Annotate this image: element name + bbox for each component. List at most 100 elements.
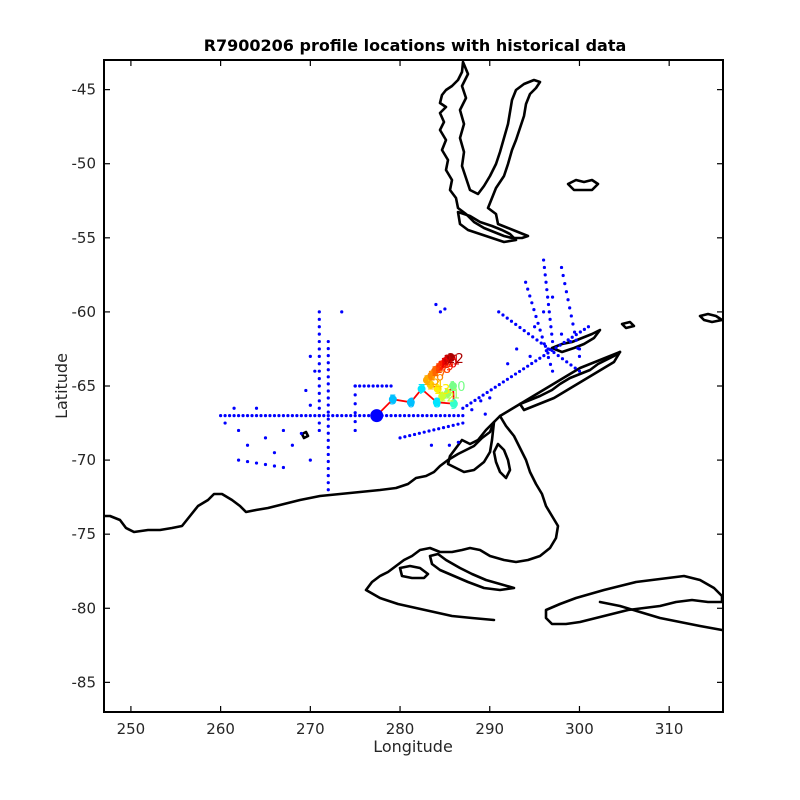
historical-point: [543, 344, 548, 348]
historical-point: [317, 369, 321, 373]
historical-point: [538, 356, 542, 360]
historical-point: [299, 414, 303, 418]
coastline-south-orkney: [620, 320, 636, 330]
historical-point: [326, 382, 330, 386]
historical-point: [437, 427, 441, 431]
historical-point: [577, 369, 582, 373]
historical-point: [380, 384, 384, 388]
historical-point: [447, 443, 451, 447]
historical-point: [526, 332, 531, 336]
y-tick-label: -60: [72, 303, 97, 321]
historical-point: [236, 428, 241, 433]
historical-point: [456, 422, 460, 426]
y-axis-ticks: -45 -50 -55 -60 -65 -70 -75 -80 -85: [72, 81, 723, 691]
profile-label: 5: [389, 393, 397, 408]
historical-point: [550, 295, 555, 299]
historical-point: [308, 414, 312, 418]
historical-point: [344, 414, 348, 418]
profile-marker: [448, 382, 457, 390]
historical-point: [550, 369, 555, 373]
historical-point: [481, 393, 485, 397]
profile-label: 16: [427, 370, 444, 385]
historical-point: [438, 310, 443, 314]
historical-point: [398, 414, 402, 418]
coastline-south-shetlands: [550, 328, 602, 354]
historical-point: [362, 414, 366, 418]
historical-point: [550, 339, 555, 344]
historical-point: [518, 325, 522, 330]
historical-point: [485, 390, 489, 395]
historical-point: [429, 414, 434, 418]
historical-point: [561, 273, 565, 278]
profile-marker: [370, 409, 384, 423]
historical-point: [531, 335, 535, 339]
historical-point: [232, 414, 236, 418]
historical-point: [326, 396, 330, 400]
historical-point: [501, 380, 505, 384]
historical-point: [564, 290, 569, 294]
historical-point: [517, 369, 522, 374]
historical-point: [317, 399, 321, 403]
historical-point: [286, 414, 290, 418]
historical-point: [417, 431, 421, 435]
historical-point: [353, 384, 357, 388]
historical-point: [447, 414, 451, 418]
historical-point: [326, 361, 330, 365]
y-tick-label: -75: [72, 525, 97, 543]
historical-point: [358, 384, 362, 388]
historical-point: [331, 414, 335, 418]
profile-label: 18: [435, 362, 452, 377]
profile-marker: [449, 399, 458, 408]
historical-point: [263, 462, 268, 467]
historical-point: [317, 347, 321, 351]
historical-point: [541, 258, 546, 262]
historical-point: [571, 322, 575, 326]
profile-label: 21: [444, 353, 461, 368]
historical-point: [277, 414, 281, 418]
x-tick-label: 260: [206, 720, 235, 738]
profile-label: 6: [407, 396, 415, 411]
historical-point: [326, 445, 330, 449]
historical-point: [272, 414, 277, 418]
historical-point: [434, 414, 438, 418]
historical-point: [552, 350, 556, 355]
historical-point: [384, 384, 389, 388]
historical-point: [479, 399, 483, 403]
x-tick-label: 290: [475, 720, 504, 738]
historical-point: [526, 364, 530, 368]
historical-point: [420, 414, 425, 418]
historical-points: [219, 258, 591, 492]
historical-point: [219, 414, 223, 418]
historical-point: [528, 354, 532, 358]
historical-point: [530, 301, 534, 305]
historical-point: [317, 354, 321, 358]
historical-point: [371, 384, 375, 388]
historical-point: [412, 432, 417, 437]
historical-point: [317, 310, 321, 314]
historical-point: [461, 421, 465, 425]
coastline-coats-land: [598, 600, 723, 632]
historical-point: [402, 414, 407, 418]
historical-point: [542, 354, 546, 358]
historical-point: [546, 351, 550, 355]
historical-point: [326, 466, 330, 471]
historical-point: [425, 414, 429, 418]
profile-marker: [433, 384, 442, 393]
y-axis-label: Latitude: [52, 353, 71, 419]
coastline-weddell-east: [364, 414, 560, 622]
historical-point: [534, 359, 538, 363]
historical-point: [317, 421, 321, 425]
historical-point: [497, 382, 501, 387]
historical-point: [295, 414, 299, 418]
historical-point: [326, 368, 330, 372]
historical-point: [434, 302, 438, 307]
historical-point: [367, 384, 371, 388]
historical-point: [489, 388, 493, 392]
historical-point: [317, 362, 321, 366]
historical-point: [526, 287, 530, 291]
historical-point: [544, 280, 548, 284]
historical-point: [384, 414, 389, 418]
chart-title: R7900206 profile locations with historic…: [204, 36, 627, 55]
historical-point: [317, 325, 321, 329]
